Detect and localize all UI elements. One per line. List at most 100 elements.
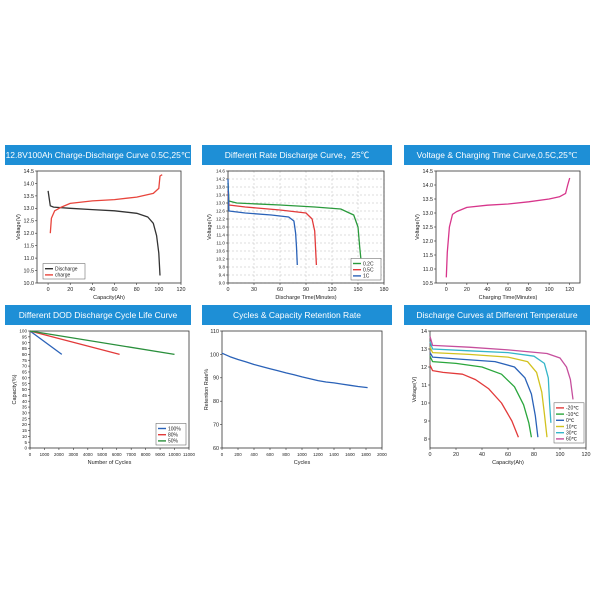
x-axis-label: Number of Cycles	[88, 460, 132, 466]
chart-5-svg: 60 70 80 90 100 110 0 200 400 600 800 1000 1200 1400 1…	[204, 329, 387, 466]
x-tick-label: 400	[250, 452, 258, 457]
chart-2-title: Different Rate Discharge Curve，25℃	[202, 145, 392, 165]
x-tick-label: 150	[354, 287, 363, 293]
legend-label: 60℃	[566, 437, 578, 443]
x-axis-label: Capacity(Ah)	[492, 460, 524, 466]
y-tick-label: 10.2	[216, 257, 225, 262]
series-line-1	[429, 364, 520, 438]
series-line-1	[221, 352, 368, 389]
x-tick-label: 20	[464, 287, 470, 293]
series-line-2	[29, 330, 120, 356]
series-line-1	[47, 190, 161, 276]
legend-label: 0℃	[566, 418, 575, 424]
y-axis-label: Voltage(V)	[412, 376, 418, 402]
x-tick-label: 1600	[345, 452, 355, 457]
x-tick-label: 11000	[183, 452, 195, 457]
y-tick-label: 10.0	[24, 281, 35, 287]
y-tick-label: 100	[210, 352, 219, 358]
x-tick-label: 200	[234, 452, 242, 457]
chart-panel-5: Cycles & Capacity Retention Rate 60 70 80 9…	[202, 305, 392, 470]
legend-label: Discharge	[55, 267, 78, 273]
x-tick-label: 10000	[168, 452, 181, 457]
x-tick-label: 2000	[54, 452, 64, 457]
y-tick-label: 35	[22, 405, 28, 410]
y-tick-label: 50	[22, 387, 28, 392]
y-tick-label: 14.6	[216, 169, 225, 174]
x-tick-label: 0	[429, 452, 432, 458]
y-tick-label: 12.2	[216, 217, 225, 222]
x-tick-label: 9000	[155, 452, 165, 457]
y-axis-label: Retention Rate%	[204, 369, 210, 411]
plot-frame	[221, 330, 383, 449]
chart-6-title: Discharge Curves at Different Temperatur…	[404, 305, 590, 325]
y-tick-label: 8	[424, 437, 427, 443]
x-tick-label: 20	[67, 287, 73, 293]
x-tick-label: 90	[303, 287, 309, 293]
x-axis-label: Cycles	[294, 460, 311, 466]
x-axis-label: Discharge Time(Minutes)	[275, 295, 336, 301]
series-line-5	[429, 341, 552, 423]
legend-label: -20℃	[566, 406, 579, 412]
plot-frame	[435, 170, 581, 284]
x-tick-label: 80	[134, 287, 140, 293]
legend-box	[42, 263, 86, 280]
series-line-1	[445, 177, 571, 278]
y-tick-label: 14	[421, 329, 427, 335]
chart-3-svg: 10.5 11.0 11.5 12.0 12.5 13.0 13.5 14.0 14.5 0 20 4…	[415, 169, 581, 301]
y-tick-label: 80	[213, 399, 219, 405]
y-tick-label: 65	[22, 370, 28, 375]
x-axis-label: Capacity(Ah)	[93, 295, 125, 301]
chart-panel-3: Voltage & Charging Time Curve,0.5C,25℃ 1…	[404, 145, 590, 305]
x-tick-label: 120	[177, 287, 186, 293]
x-tick-label: 40	[479, 452, 485, 458]
chart-1-svg: 10.0 10.5 11.0 11.5 12.0 12.5 13.0 13.5 14.0 14.5…	[16, 169, 186, 301]
y-tick-label: 9.8	[219, 265, 226, 270]
legend-label: -10℃	[566, 412, 579, 418]
y-tick-label: 13.4	[216, 193, 225, 198]
y-tick-label: 14.5	[24, 169, 35, 175]
y-tick-label: 55	[22, 381, 28, 386]
y-tick-label: 10.5	[423, 281, 434, 287]
series-line-2	[429, 355, 533, 438]
x-tick-label: 100	[556, 452, 565, 458]
y-tick-label: 5	[24, 440, 27, 445]
x-tick-label: 120	[328, 287, 337, 293]
plot-frame	[36, 170, 182, 284]
y-tick-label: 75	[22, 358, 28, 363]
y-tick-label: 12.5	[423, 225, 434, 231]
x-tick-label: 80	[526, 287, 532, 293]
x-tick-label: 5000	[97, 452, 107, 457]
y-tick-label: 25	[22, 416, 28, 421]
y-axis-label: Voltage(V)	[415, 214, 421, 240]
legend-label: charge	[55, 273, 71, 279]
y-axis-label: Voltage(V)	[16, 214, 22, 240]
y-tick-label: 9.4	[219, 273, 226, 278]
y-tick-label: 14.2	[216, 177, 225, 182]
y-tick-label: 15	[22, 428, 28, 433]
x-tick-label: 20	[453, 452, 459, 458]
y-tick-label: 30	[22, 411, 28, 416]
y-tick-label: 110	[210, 329, 219, 335]
x-tick-label: 2000	[377, 452, 387, 457]
y-tick-label: 80	[22, 352, 28, 357]
x-tick-label: 0	[445, 287, 448, 293]
x-tick-label: 40	[484, 287, 490, 293]
y-tick-label: 12	[421, 365, 427, 371]
chart-1-title: 12.8V100Ah Charge-Discharge Curve 0.5C,2…	[5, 145, 191, 165]
y-tick-label: 90	[213, 376, 219, 382]
y-axis-label: Capacity(%)	[12, 374, 18, 404]
y-tick-label: 14.0	[423, 183, 434, 189]
y-tick-label: 12.5	[24, 219, 35, 225]
series-line-3	[227, 178, 298, 266]
y-tick-label: 10	[22, 434, 28, 439]
series-line-3	[29, 330, 175, 356]
y-tick-label: 60	[213, 446, 219, 452]
y-tick-label: 70	[213, 422, 219, 428]
y-tick-label: 85	[22, 346, 28, 351]
x-tick-label: 60	[505, 287, 511, 293]
y-tick-label: 70	[22, 364, 28, 369]
series-line-6	[429, 336, 574, 400]
y-tick-label: 12.0	[24, 231, 35, 237]
y-tick-label: 0	[24, 446, 27, 451]
y-tick-label: 12.6	[216, 209, 225, 214]
